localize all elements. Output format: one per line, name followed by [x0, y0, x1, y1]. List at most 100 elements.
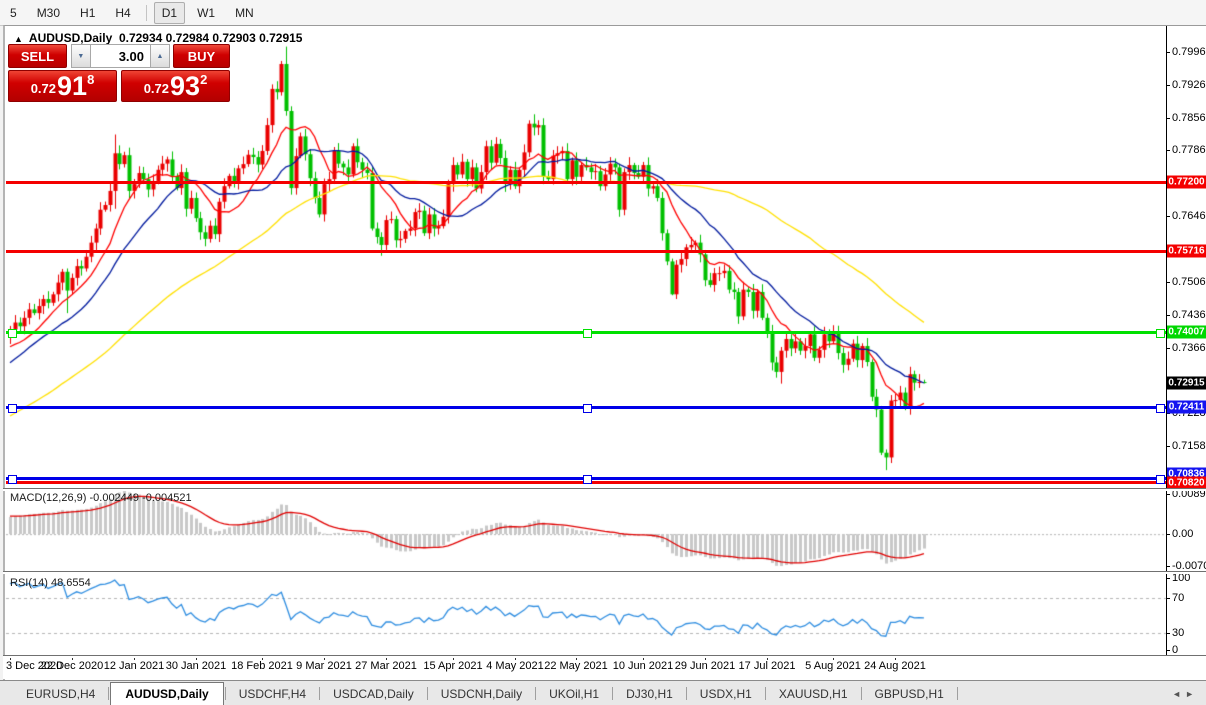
- line-handle-left[interactable]: [8, 404, 17, 413]
- trade-panel-top-row: SELL ▼ 3.00 ▲ BUY: [8, 44, 230, 68]
- macd-label: MACD(12,26,9) -0.002449 -0.004521: [10, 492, 192, 504]
- trade-panel-price-row: 0.72 91 8 0.72 93 2: [8, 70, 230, 102]
- chart-tab-gbpusd[interactable]: GBPUSD,H1: [874, 687, 944, 701]
- axis-tick: [1166, 633, 1170, 634]
- axis-tick: [1166, 348, 1170, 349]
- sell-price-sup: 8: [87, 72, 95, 87]
- line-handle-right[interactable]: [1156, 475, 1165, 484]
- tab-separator: [108, 687, 110, 700]
- line-handle-right[interactable]: [1156, 404, 1165, 413]
- price-marker-label-0.75716: 0.75716: [1167, 244, 1206, 258]
- chart-tab-usdcnh[interactable]: USDCNH,Daily: [440, 687, 523, 701]
- sell-price-big: 91: [57, 71, 88, 101]
- sell-button[interactable]: SELL: [8, 44, 67, 68]
- rsi-label: RSI(14) 48.6554: [10, 577, 91, 589]
- line-handle-right[interactable]: [1156, 329, 1165, 338]
- tab-separator: [860, 687, 862, 700]
- buy-price-big: 93: [170, 71, 201, 101]
- sell-price-prefix: 0.72: [30, 81, 57, 96]
- volume-input[interactable]: 3.00: [90, 44, 150, 68]
- support-resistance-line-0.772[interactable]: [6, 181, 1166, 184]
- chart-tab-ukoil[interactable]: UKOil,H1: [549, 687, 600, 701]
- tab-scroll-arrows[interactable]: ◄►: [1172, 689, 1198, 699]
- chart-title-row: ▲ AUDUSD,Daily 0.72934 0.72984 0.72903 0.…: [14, 31, 302, 45]
- buy-price-sup: 2: [200, 72, 208, 87]
- chart-symbol-title: AUDUSD,Daily: [28, 31, 113, 45]
- axis-tick: [1166, 650, 1170, 651]
- chart-tab-audusd[interactable]: AUDUSD,Daily: [110, 682, 224, 705]
- tab-separator: [612, 687, 614, 700]
- price-marker-label-0.72411: 0.72411: [1167, 400, 1206, 414]
- chart-tab-bar: EURUSD,H4 AUDUSD,Daily USDCHF,H4 USDCAD,Dai…: [0, 680, 1206, 705]
- chart-tab-eurusd[interactable]: EURUSD,H4: [26, 687, 96, 701]
- rsi-scale-label: 0: [1172, 644, 1179, 656]
- axis-tick: [1166, 282, 1170, 283]
- line-handle-center[interactable]: [583, 329, 592, 338]
- price-marker-label-0.72915: 0.72915: [1167, 376, 1206, 390]
- axis-tick: [1166, 85, 1170, 86]
- macd-values: -0.002449 -0.004521: [89, 492, 192, 504]
- axis-tick: [1166, 150, 1170, 151]
- tab-separator: [956, 687, 958, 700]
- chart-tab-dj30[interactable]: DJ30,H1: [626, 687, 673, 701]
- chart-tab-xauusd[interactable]: XAUUSD,H1: [778, 687, 848, 701]
- rsi-scale-label: 70: [1172, 592, 1185, 604]
- tab-separator: [426, 687, 428, 700]
- rsi-axis-separator: [3, 655, 1206, 658]
- buy-price-button[interactable]: 0.72 93 2: [121, 70, 230, 102]
- line-handle-center[interactable]: [583, 475, 592, 484]
- price-marker-label-0.77200: 0.77200: [1167, 175, 1206, 189]
- rsi-scale-label: 30: [1172, 627, 1185, 639]
- support-resistance-line-0.75716[interactable]: [6, 250, 1166, 253]
- axis-tick: [1166, 494, 1170, 495]
- axis-tick: [1166, 216, 1170, 217]
- macd-scale-label: -0.00701: [1172, 560, 1206, 572]
- line-handle-left[interactable]: [8, 329, 17, 338]
- sell-price-button[interactable]: 0.72 91 8: [8, 70, 117, 102]
- axis-tick: [1166, 534, 1170, 535]
- tab-separator: [685, 687, 687, 700]
- price-marker-label-0.70820: 0.70820: [1167, 476, 1206, 490]
- rsi-value: 48.6554: [50, 577, 91, 589]
- chart-tab-usdx[interactable]: USDX,H1: [699, 687, 752, 701]
- axis-tick: [1166, 566, 1170, 567]
- line-handle-left[interactable]: [8, 475, 17, 484]
- rsi-scale-label: 100: [1172, 572, 1191, 584]
- volume-decrease-button[interactable]: ▼: [70, 44, 91, 68]
- macd-scale-label: 0.00: [1172, 528, 1194, 540]
- one-click-trade-panel: SELL ▼ 3.00 ▲ BUY 0.72 91 8 0.72 93 2: [8, 44, 230, 102]
- main-macd-separator[interactable]: [3, 488, 1206, 491]
- axis-tick: [1166, 578, 1170, 579]
- axis-tick: [1166, 446, 1170, 447]
- chart-tab-usdcad[interactable]: USDCAD,Daily: [333, 687, 414, 701]
- collapse-arrow-icon[interactable]: ▲: [14, 34, 23, 44]
- volume-increase-button[interactable]: ▲: [150, 44, 171, 68]
- axis-tick: [1166, 413, 1170, 414]
- buy-price-prefix: 0.72: [143, 81, 170, 96]
- chart-tab-usdchf[interactable]: USDCHF,H4: [238, 687, 307, 701]
- axis-tick: [1166, 598, 1170, 599]
- chart-ohlc-values: 0.72934 0.72984 0.72903 0.72915: [118, 31, 303, 45]
- tab-separator: [319, 687, 321, 700]
- line-handle-center[interactable]: [583, 404, 592, 413]
- axis-tick: [1166, 52, 1170, 53]
- buy-button[interactable]: BUY: [173, 44, 230, 68]
- price-axis-line: [1166, 26, 1167, 656]
- tab-separator: [224, 687, 226, 700]
- tab-separator: [535, 687, 537, 700]
- macd-rsi-separator[interactable]: [3, 571, 1206, 574]
- macd-name: MACD(12,26,9): [10, 492, 87, 504]
- rsi-name: RSI(14): [10, 577, 48, 589]
- axis-tick: [1166, 118, 1170, 119]
- tab-separator: [764, 687, 766, 700]
